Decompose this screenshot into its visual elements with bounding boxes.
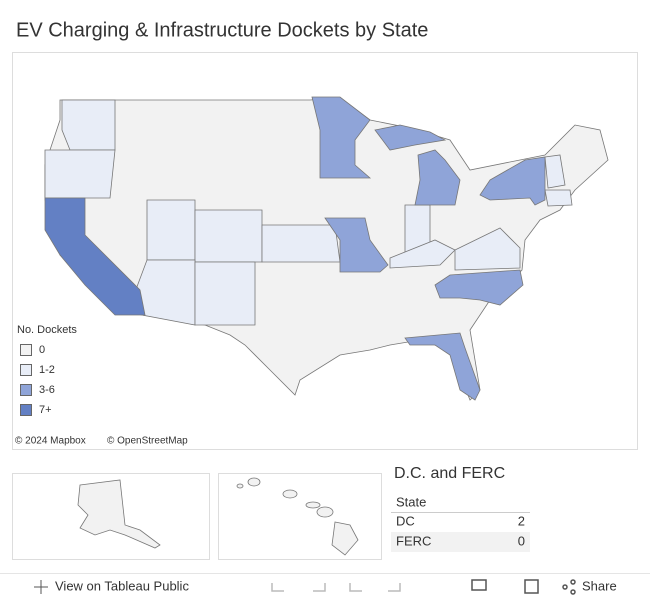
hawaii-frame	[218, 473, 382, 560]
state	[194, 209, 263, 263]
state	[479, 156, 546, 206]
view-on-tableau[interactable]: View on Tableau Public	[55, 578, 189, 593]
legend-title: No. Dockets	[17, 324, 77, 336]
table-header: State	[396, 494, 426, 509]
row-band	[391, 532, 530, 552]
state	[261, 224, 341, 263]
legend-label: 7+	[39, 404, 52, 416]
toolbar-icons[interactable]	[471, 579, 576, 595]
state	[44, 149, 116, 199]
us-map	[44, 96, 609, 401]
title: EV Charging & Infrastructure Dockets by …	[16, 19, 428, 41]
legend-swatch	[20, 384, 32, 396]
share[interactable]: Share	[582, 578, 617, 593]
state	[311, 96, 372, 179]
attribution: © 2024 Mapbox	[15, 436, 86, 447]
state	[414, 149, 461, 206]
table: DC 2 FERC 0	[391, 513, 530, 552]
tableau-icon[interactable]	[34, 580, 48, 594]
row-value: 2	[518, 513, 525, 528]
alaska	[77, 479, 161, 549]
row-value: 0	[518, 533, 525, 548]
legend-swatch	[20, 364, 32, 376]
legend-label: 3-6	[39, 384, 55, 396]
undo-redo	[271, 583, 401, 592]
legend-swatch	[20, 404, 32, 416]
state	[389, 239, 456, 269]
row-label: FERC	[396, 533, 431, 548]
legend-label: 0	[39, 344, 45, 356]
state	[374, 124, 447, 151]
legend-label: 1-2	[39, 364, 55, 376]
state	[454, 227, 521, 271]
state	[61, 99, 116, 151]
row-label: DC	[396, 513, 415, 528]
state	[44, 197, 146, 316]
state	[404, 332, 481, 401]
legend: 0 1-2 3-6 7+	[20, 344, 55, 416]
hawaii	[236, 477, 359, 556]
legend-swatch	[20, 344, 32, 356]
state	[434, 269, 524, 306]
state	[324, 217, 389, 273]
state	[544, 189, 573, 207]
attribution: © OpenStreetMap	[107, 436, 188, 447]
state	[146, 199, 196, 261]
table-title: D.C. and FERC	[394, 465, 505, 482]
state	[194, 261, 256, 326]
state	[544, 154, 566, 189]
